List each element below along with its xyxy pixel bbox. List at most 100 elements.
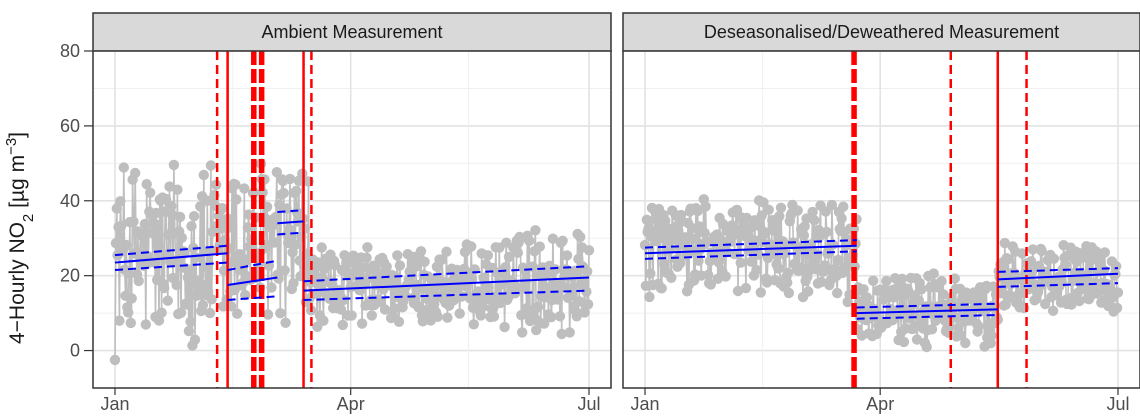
observation-point [394,317,404,327]
observation-point [441,247,451,257]
observation-point [175,212,185,222]
observation-point [156,308,166,318]
x-tick-label: Apr [866,394,894,414]
observation-point [973,321,983,331]
observation-point [119,162,129,172]
observation-point [395,260,405,270]
observation-point [469,319,479,329]
observation-point [177,233,187,243]
strip-title: Deseasonalised/Deweathered Measurement [704,22,1059,42]
y-tick-label: 40 [60,191,80,211]
observation-point [159,283,169,293]
observation-point [433,312,443,322]
observation-point [535,241,545,251]
y-label-main: 4−Hourly NO [6,222,29,344]
y-label-units: [µg m [6,155,29,214]
observation-point [151,208,161,218]
observation-point [127,293,137,303]
observation-point [793,205,803,215]
observation-point [562,250,572,260]
observation-point [232,309,242,319]
observation-point [455,308,465,318]
observation-point [184,326,194,336]
observation-point [1111,261,1121,271]
observation-point [163,296,173,306]
observation-point [134,276,144,286]
observation-point [285,174,295,184]
observation-point [338,295,348,305]
y-tick-labels: 020406080 [60,41,93,361]
observation-point [130,168,140,178]
observation-point [960,338,970,348]
observation-point [657,283,667,293]
observation-point [200,261,210,271]
observation-point [881,276,891,286]
observation-point [206,160,216,170]
observation-point [530,225,540,235]
observation-point [513,248,523,258]
observation-point [280,265,290,275]
y-tick-label: 0 [70,341,80,361]
observation-point [489,311,499,321]
observation-point [140,219,150,229]
observation-point [645,268,655,278]
observation-point [575,232,585,242]
observation-point [199,170,209,180]
observation-point [776,203,786,213]
panel-deseasonalised: Deseasonalised/Deweathered Measurement Ja… [623,13,1140,414]
observation-point [584,245,594,255]
observation-point [189,211,199,221]
observation-point [666,273,676,283]
observation-point [416,246,426,256]
observation-point [721,271,731,281]
observation-point [1100,247,1110,257]
strip-title: Ambient Measurement [261,22,442,42]
observation-point [115,196,125,206]
facet-panels: Ambient MeasurementJanAprJulDeseasonalis… [93,13,1140,414]
observation-point [771,226,781,236]
x-tick-label: Jan [630,394,659,414]
observation-point [169,160,179,170]
x-tick-label: Jul [1106,394,1129,414]
observation-point [1048,306,1058,316]
y-axis-label: 4−Hourly NO2 [µg m−3] [3,132,37,344]
observation-point [784,288,794,298]
observation-point [362,242,372,252]
observation-point [317,242,327,252]
observation-point [836,213,846,223]
observation-point [809,215,819,225]
y-label-superscript: −3 [3,138,20,155]
observation-point [546,312,556,322]
observation-point [145,188,155,198]
observation-point [153,220,163,230]
observation-point [367,310,377,320]
observation-point [803,286,813,296]
observation-point [361,253,371,263]
observation-point [338,320,348,330]
observation-point [741,283,751,293]
observation-point [764,205,774,215]
observation-point [565,327,575,337]
observation-point [1057,277,1067,287]
observation-point [936,276,946,286]
observation-point [269,237,279,247]
observation-point [812,250,822,260]
observation-point [171,280,181,290]
observation-point [126,318,136,328]
observation-point [128,216,138,226]
observation-point [524,236,534,246]
observation-point [782,277,792,287]
observation-point [392,250,402,260]
observation-point [756,287,766,297]
observation-point [822,227,832,237]
observation-point [550,264,560,274]
x-tick-label: Jul [577,394,600,414]
observation-point [300,223,310,233]
observation-point [357,318,367,328]
observation-point [517,327,527,337]
observation-point [533,302,543,312]
observation-point [700,201,710,211]
observation-point [521,277,531,287]
panel-ambient: Ambient MeasurementJanAprJul [93,13,611,414]
